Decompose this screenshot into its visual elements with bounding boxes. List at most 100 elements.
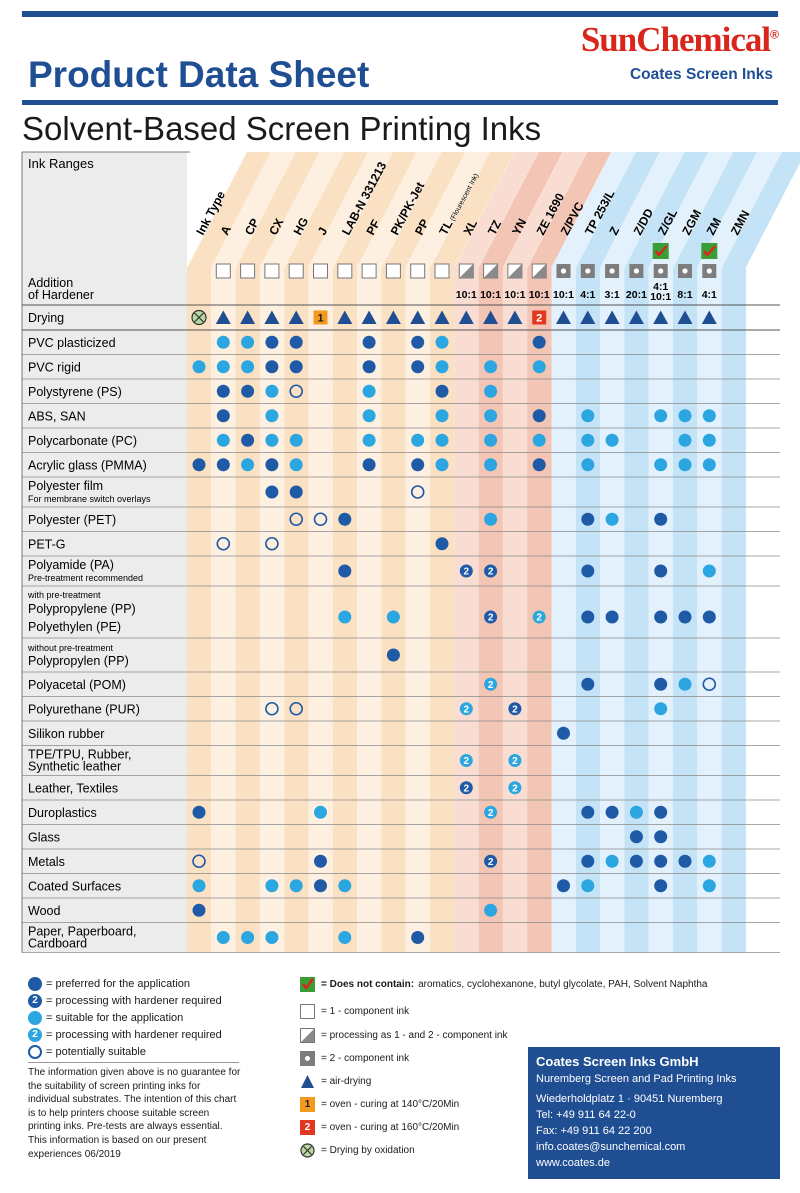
column-band bbox=[187, 268, 212, 953]
row-label: Silikon rubber bbox=[28, 727, 104, 741]
row-label: Polyurethane (PUR) bbox=[28, 702, 140, 716]
row-sublabel: For membrane switch overlays bbox=[28, 494, 151, 504]
row-label: Coated Surfaces bbox=[28, 879, 121, 893]
preferred-dot bbox=[338, 512, 352, 526]
preferred-dot bbox=[241, 384, 255, 398]
column-band bbox=[697, 268, 722, 953]
column-band-head bbox=[211, 152, 296, 268]
preferred-dot bbox=[605, 805, 619, 819]
column-band-head bbox=[478, 152, 563, 268]
suitable-dot bbox=[702, 433, 716, 447]
hardener-number: 2 bbox=[512, 704, 518, 715]
column-band bbox=[624, 268, 649, 953]
one-component-icon bbox=[288, 263, 304, 279]
suitable-dot bbox=[484, 360, 498, 374]
row-label: Polyacetal (POM) bbox=[28, 678, 126, 692]
column-band bbox=[430, 268, 455, 953]
one-component-icon bbox=[313, 263, 328, 279]
suitable-dot-icon bbox=[28, 1010, 42, 1025]
preferred-dot bbox=[265, 485, 279, 499]
suitable-dot bbox=[581, 409, 595, 423]
preferred-dot bbox=[362, 335, 376, 349]
suitable-dot bbox=[362, 409, 376, 423]
oven-140-icon: 1 bbox=[300, 1097, 315, 1112]
column-band-head bbox=[673, 152, 757, 268]
suitable-dot bbox=[532, 360, 546, 374]
row-label: Polyamide (PA) bbox=[28, 558, 114, 572]
preferred-dot bbox=[386, 648, 400, 662]
hardener-ratio: 4:1 bbox=[580, 289, 595, 301]
legend-preferred: = preferred for the application bbox=[28, 975, 243, 992]
company-address: Wiederholdplatz 1 · 90451 Nuremberg bbox=[536, 1093, 723, 1105]
legend-potential: = potentially suitable bbox=[28, 1043, 243, 1060]
air-drying-triangle-icon bbox=[653, 310, 669, 324]
preferred-dot bbox=[289, 360, 303, 374]
suitable-dot bbox=[241, 458, 255, 472]
page-title: Product Data Sheet bbox=[28, 54, 370, 95]
preferred-dot bbox=[265, 335, 279, 349]
suitable-dot bbox=[192, 360, 206, 374]
legend-symbols: = preferred for the application 2 = proce… bbox=[28, 975, 243, 1060]
green-check-icon bbox=[300, 977, 315, 992]
hardener-number: 2 bbox=[488, 808, 494, 819]
suitable-dot bbox=[654, 409, 668, 423]
two-component-dot bbox=[609, 268, 615, 274]
column-band-head bbox=[381, 152, 466, 268]
company-website-link[interactable]: www.coates.de bbox=[536, 1157, 610, 1169]
preferred-dot-icon bbox=[28, 976, 42, 991]
hardener-ratio: 10:1 bbox=[504, 289, 525, 301]
column-band-head bbox=[502, 152, 587, 268]
column-band-head bbox=[721, 152, 800, 268]
row-pretext: without pre-treatment bbox=[27, 643, 114, 653]
preferred-hardener-dot bbox=[508, 702, 522, 716]
suitable-hardener-dot bbox=[484, 677, 498, 691]
preferred-dot bbox=[557, 726, 570, 740]
preferred-dot bbox=[678, 854, 692, 868]
suitable-dot bbox=[484, 433, 498, 447]
potential-ring bbox=[410, 485, 425, 499]
preferred-dot bbox=[532, 335, 546, 349]
hardener-ratio: 10:1 bbox=[456, 289, 477, 301]
potential-ring bbox=[289, 512, 304, 527]
one-component-icon bbox=[215, 263, 231, 279]
suitable-dot bbox=[484, 903, 498, 917]
legend-oven-140: 1 = oven - curing at 140°C/20Min bbox=[300, 1097, 459, 1112]
row-label: PVC rigid bbox=[28, 360, 81, 374]
hardener-number: 2 bbox=[512, 756, 518, 767]
suitable-dot bbox=[265, 931, 279, 944]
hardener-ratio: 4:1 bbox=[653, 281, 668, 293]
potential-ring bbox=[313, 512, 328, 527]
row-label: Synthetic leather bbox=[28, 760, 121, 774]
one-component-icon bbox=[434, 263, 450, 279]
column-band-head bbox=[357, 152, 442, 268]
suitable-dot bbox=[314, 805, 327, 819]
air-drying-triangle-icon bbox=[300, 1074, 315, 1089]
hardener-ratio: 10:1 bbox=[650, 291, 671, 303]
company-email-link[interactable]: info.coates@sunchemical.com bbox=[536, 1141, 686, 1153]
hardener-number: 2 bbox=[488, 680, 494, 691]
column-band bbox=[502, 268, 528, 953]
preferred-dot bbox=[435, 537, 449, 551]
column-header: XL bbox=[461, 217, 481, 237]
column-band bbox=[575, 268, 601, 953]
preferred-dot bbox=[532, 458, 546, 472]
preferred-dot bbox=[411, 360, 425, 374]
preferred-dot bbox=[289, 335, 303, 349]
oxidation-icon bbox=[300, 1143, 315, 1158]
column-band bbox=[308, 268, 333, 953]
suitable-dot bbox=[216, 360, 230, 374]
hardener-number: 2 bbox=[488, 567, 494, 578]
preferred-dot bbox=[654, 677, 668, 691]
hardener-number: 2 bbox=[464, 783, 470, 794]
preferred-dot bbox=[581, 610, 595, 624]
legend-oven-160: 2 = oven - curing at 160°C/20Min bbox=[300, 1120, 459, 1135]
column-band-head bbox=[454, 152, 539, 268]
column-band bbox=[381, 268, 406, 953]
suitable-hardener-dot bbox=[508, 754, 522, 767]
suitable-dot bbox=[605, 433, 619, 447]
column-band bbox=[284, 268, 309, 953]
suitable-dot bbox=[289, 879, 303, 893]
preferred-dot bbox=[314, 854, 327, 868]
column-band-head bbox=[551, 152, 636, 268]
suitable-dot bbox=[605, 854, 619, 868]
